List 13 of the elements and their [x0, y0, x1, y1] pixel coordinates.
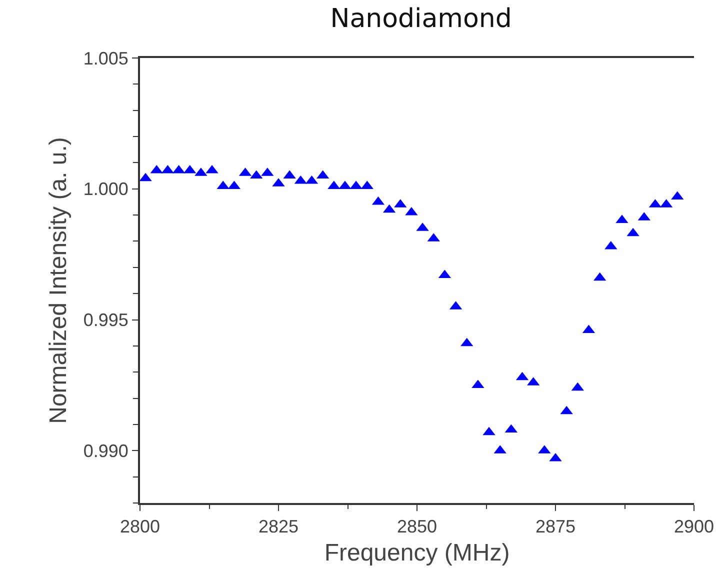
y-tick-label: 0.990	[83, 440, 128, 461]
x-tick-label: 2800	[120, 516, 160, 537]
x-tick-label: 2825	[258, 516, 299, 537]
x-axis-title: Frequency (MHz)	[324, 539, 510, 566]
point	[140, 172, 152, 182]
y-tick-label: 1.005	[83, 48, 128, 68]
y-tick-label: 1.000	[83, 179, 128, 200]
x-tick-label: 2850	[396, 516, 438, 537]
y-axis-title: Normalized Intensity (a. u.)	[44, 137, 72, 424]
y-tick-label: 0.995	[83, 310, 128, 330]
chart-title: Nanodiamond	[330, 4, 512, 34]
x-tick-label: 2875	[535, 516, 576, 537]
x-tick-label: 2900	[674, 516, 714, 537]
